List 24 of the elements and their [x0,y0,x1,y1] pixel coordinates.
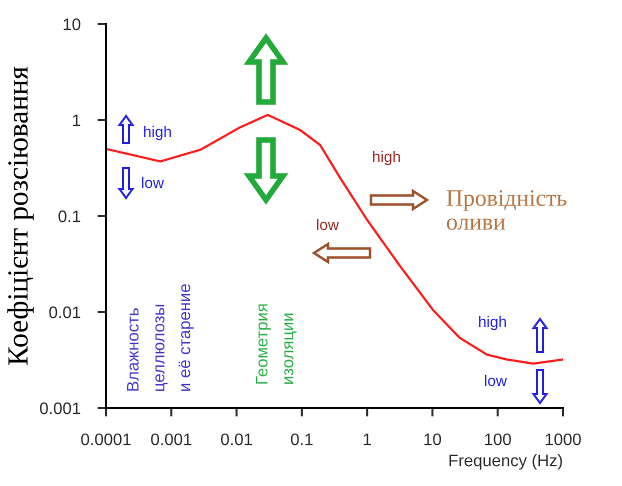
x-tick-label: 0.1 [290,433,313,446]
x-tick-label: 10 [424,433,442,446]
annotation: low [317,218,339,230]
annotation: high [479,316,506,330]
annotation: low [142,176,164,188]
y-tick-label: 0.01 [49,306,80,318]
annotation: Геометрия изоляции [256,304,297,384]
x-tick-label: 0.001 [151,433,192,446]
annotation: Провідність оливи [446,190,566,230]
annotation: low [485,374,507,386]
y-tick-label: 10 [64,18,80,30]
y-tick-label: 0.001 [40,402,80,414]
y-tick-label: 1 [73,114,80,126]
x-tick-label: 100 [485,433,511,446]
annotation: high [144,126,171,140]
annotation: high [373,150,400,166]
x-tick-label: 1 [364,434,371,446]
annotation: Влажность целлюлозы и её старение [127,284,194,391]
x-axis-title: Frequency (Hz) [450,454,562,470]
y-axis-title: Коефіцієнт розсіювання [7,66,34,365]
x-tick-label: 0.0001 [81,433,131,446]
y-tick-label: 0.1 [58,210,80,222]
x-tick-label: 1000 [546,433,581,446]
x-tick-label: 0.01 [221,433,252,446]
